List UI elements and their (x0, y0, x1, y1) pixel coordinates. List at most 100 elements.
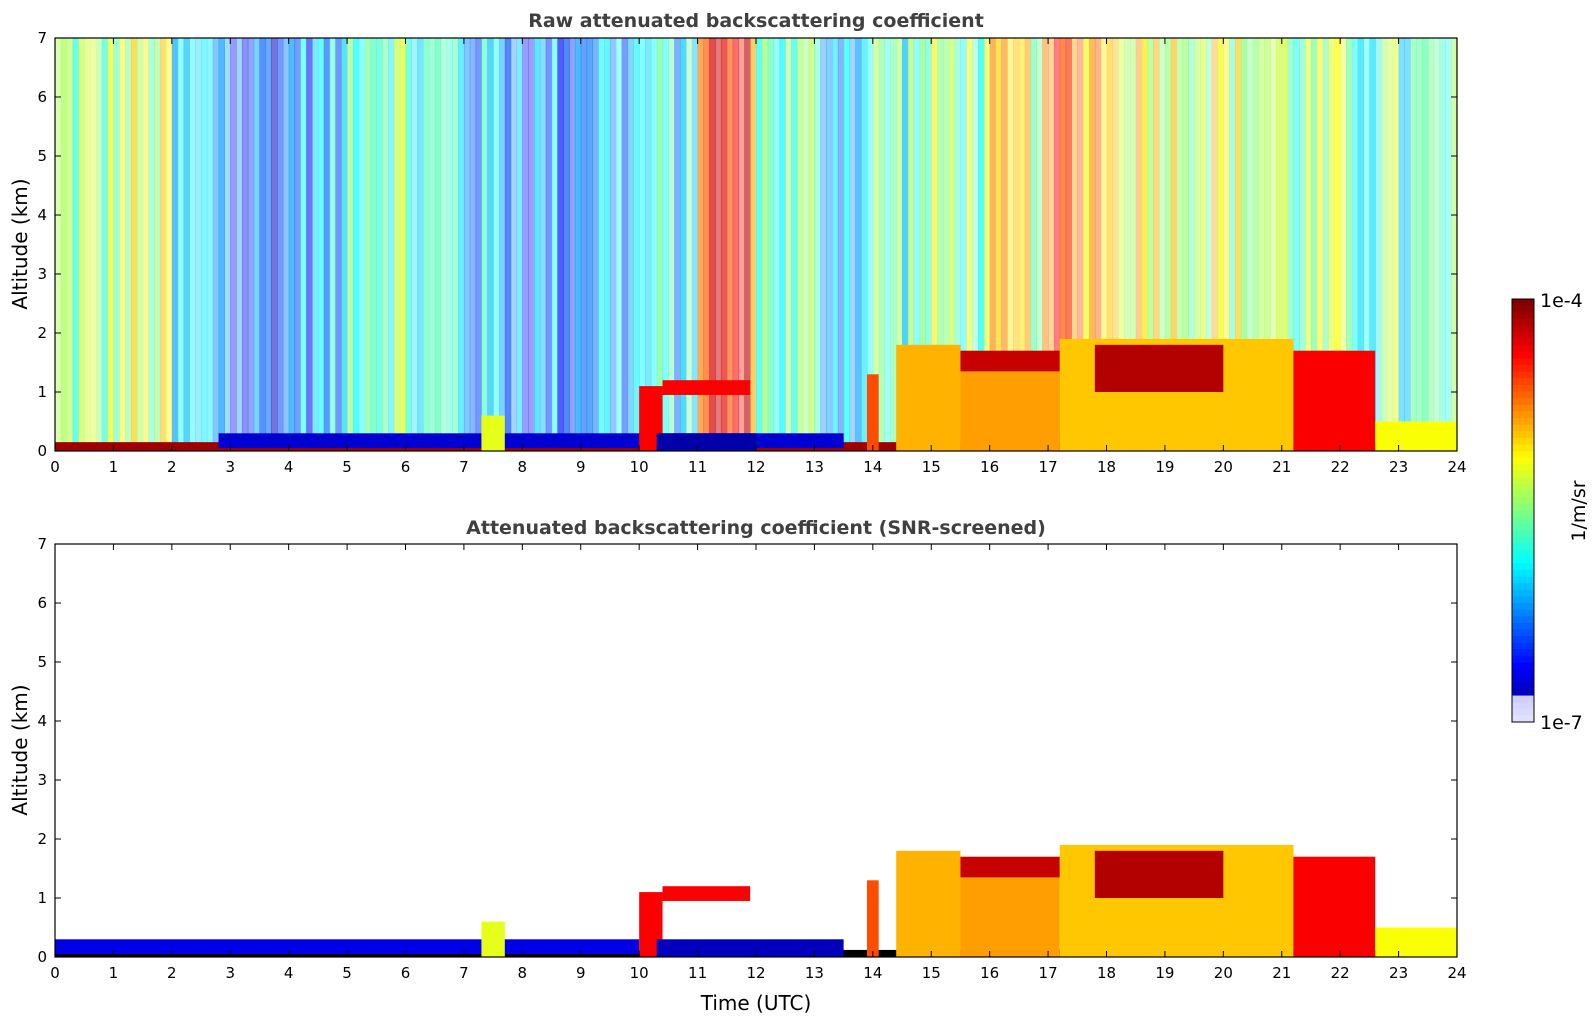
noise-column (259, 38, 266, 451)
data-cell (960, 856, 1060, 878)
noise-column (1042, 38, 1049, 451)
x-tick-label: 20 (1214, 458, 1233, 476)
noise-column (539, 38, 547, 451)
noise-column (604, 38, 611, 451)
colorbar-step (1512, 662, 1534, 670)
noise-column (1077, 38, 1084, 451)
x-tick-label: 1 (109, 458, 119, 476)
x-tick-label: 4 (284, 964, 294, 982)
colorbar-step (1512, 523, 1534, 531)
noise-column (119, 38, 126, 451)
x-tick-label: 12 (746, 964, 765, 982)
colorbar-step (1512, 715, 1534, 723)
x-tick-label: 10 (630, 458, 649, 476)
x-axis-label: Time (UTC) (700, 991, 812, 1015)
colorbar-step (1512, 550, 1534, 558)
noise-column (720, 38, 728, 451)
noise-column (837, 38, 845, 451)
colorbar-step (1512, 345, 1534, 353)
noise-column (551, 38, 558, 451)
colorbar-step (1512, 451, 1534, 459)
noise-column (767, 38, 775, 451)
noise-column (224, 38, 231, 451)
noise-column (1235, 38, 1242, 451)
noise-column (1100, 38, 1108, 451)
noise-column (732, 38, 740, 451)
x-tick-label: 9 (576, 964, 586, 982)
colorbar-step (1512, 365, 1534, 373)
noise-column (878, 38, 886, 451)
noise-column (697, 38, 705, 451)
noise-column (674, 38, 681, 451)
noise-column (393, 38, 401, 451)
noise-column (55, 38, 62, 451)
noise-column (948, 38, 956, 451)
colorbar-step (1512, 424, 1534, 432)
noise-column (691, 38, 699, 451)
noise-column (633, 38, 640, 451)
noise-column (60, 38, 68, 451)
noise-column (522, 38, 529, 451)
noise-column (1083, 38, 1090, 451)
noise-column (843, 38, 851, 451)
colorbar-unit-label: 1/m/sr (1568, 480, 1590, 541)
noise-column (1264, 38, 1271, 451)
noise-column (1217, 38, 1224, 451)
noise-column (1299, 38, 1306, 451)
noise-column (1410, 38, 1417, 451)
noise-column (615, 38, 623, 451)
x-tick-label: 12 (746, 458, 765, 476)
x-tick-label: 0 (50, 964, 60, 982)
x-tick-label: 5 (342, 964, 352, 982)
noise-column (160, 38, 167, 451)
noise-column (884, 38, 891, 451)
noise-column (1351, 38, 1359, 451)
noise-column (1030, 38, 1037, 451)
noise-column (1024, 38, 1032, 451)
x-tick-label: 3 (225, 964, 235, 982)
x-tick-label: 13 (805, 458, 824, 476)
data-cell (656, 433, 756, 451)
colorbar-step (1512, 497, 1534, 505)
noise-column (580, 38, 588, 451)
x-tick-label: 23 (1389, 458, 1408, 476)
noise-column (744, 38, 751, 451)
noise-column (972, 38, 979, 451)
x-tick-label: 14 (863, 964, 882, 982)
noise-column (954, 38, 962, 451)
noise-column (434, 38, 442, 451)
y-tick-label: 0 (37, 948, 47, 966)
noise-column (1001, 38, 1008, 451)
noise-column (78, 38, 85, 451)
noise-column (890, 38, 897, 451)
noise-column (165, 38, 173, 451)
snr-screened-panel: Attenuated backscattering coefficient (S… (8, 517, 1467, 1015)
noise-column (1252, 38, 1259, 451)
noise-column (1071, 38, 1078, 451)
noise-column (1293, 38, 1300, 451)
noise-column (1334, 38, 1341, 451)
noise-column (136, 38, 144, 451)
noise-column (966, 38, 973, 451)
colorbar-step (1512, 318, 1534, 326)
noise-column (1094, 38, 1102, 451)
noise-column (241, 38, 249, 451)
colorbar-step (1512, 596, 1534, 604)
noise-column (1164, 38, 1172, 451)
noise-column (1106, 38, 1113, 451)
noise-column (1059, 38, 1067, 451)
x-tick-label: 1 (109, 964, 119, 982)
noise-column (913, 38, 921, 451)
noise-column (189, 38, 196, 451)
data-cell (866, 880, 879, 957)
x-tick-label: 21 (1272, 458, 1291, 476)
x-tick-label: 10 (630, 964, 649, 982)
data-cell (896, 344, 961, 451)
y-tick-label: 7 (37, 535, 47, 553)
x-tick-label: 7 (459, 458, 469, 476)
heatmap-area (55, 38, 1458, 451)
noise-column (592, 38, 599, 451)
x-tick-label: 8 (518, 964, 528, 982)
noise-column (1346, 38, 1353, 451)
noise-column (808, 38, 816, 451)
